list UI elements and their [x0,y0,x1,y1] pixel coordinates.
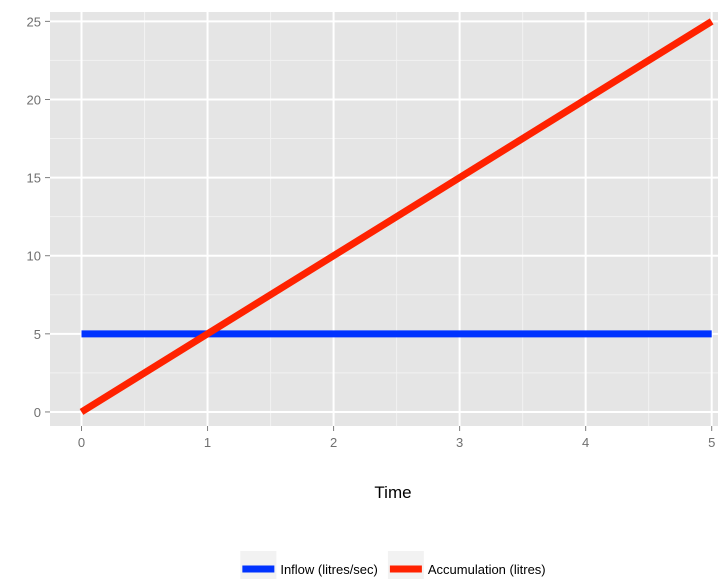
legend-label: Accumulation (litres) [428,562,546,577]
plot-panel [50,12,718,426]
y-tick-label: 0 [34,405,41,420]
series-lines [79,18,714,415]
y-axis: 0 5 10 15 20 25 [27,14,50,420]
y-tick-label: 5 [34,327,41,342]
x-tick-label: 4 [582,435,589,450]
legend-key-background [240,551,277,579]
x-axis: 0 1 2 3 4 5 [78,426,715,450]
y-tick-label: 15 [27,171,41,186]
minor-gridlines [50,12,718,426]
x-tick-label: 2 [330,435,337,450]
y-tick-label: 10 [27,249,41,264]
x-tick-label: 5 [708,435,715,450]
legend-key-background [387,551,424,579]
x-axis-title: Time [374,483,411,502]
x-tick-label: 3 [456,435,463,450]
legend: Inflow (litres/sec) Accumulation (litres) [240,551,546,579]
y-tick-label: 20 [27,92,41,107]
y-tick-label: 25 [27,14,41,29]
x-tick-label: 0 [78,435,85,450]
series-line [79,18,714,415]
x-tick-label: 1 [204,435,211,450]
legend-label: Inflow (litres/sec) [280,562,378,577]
